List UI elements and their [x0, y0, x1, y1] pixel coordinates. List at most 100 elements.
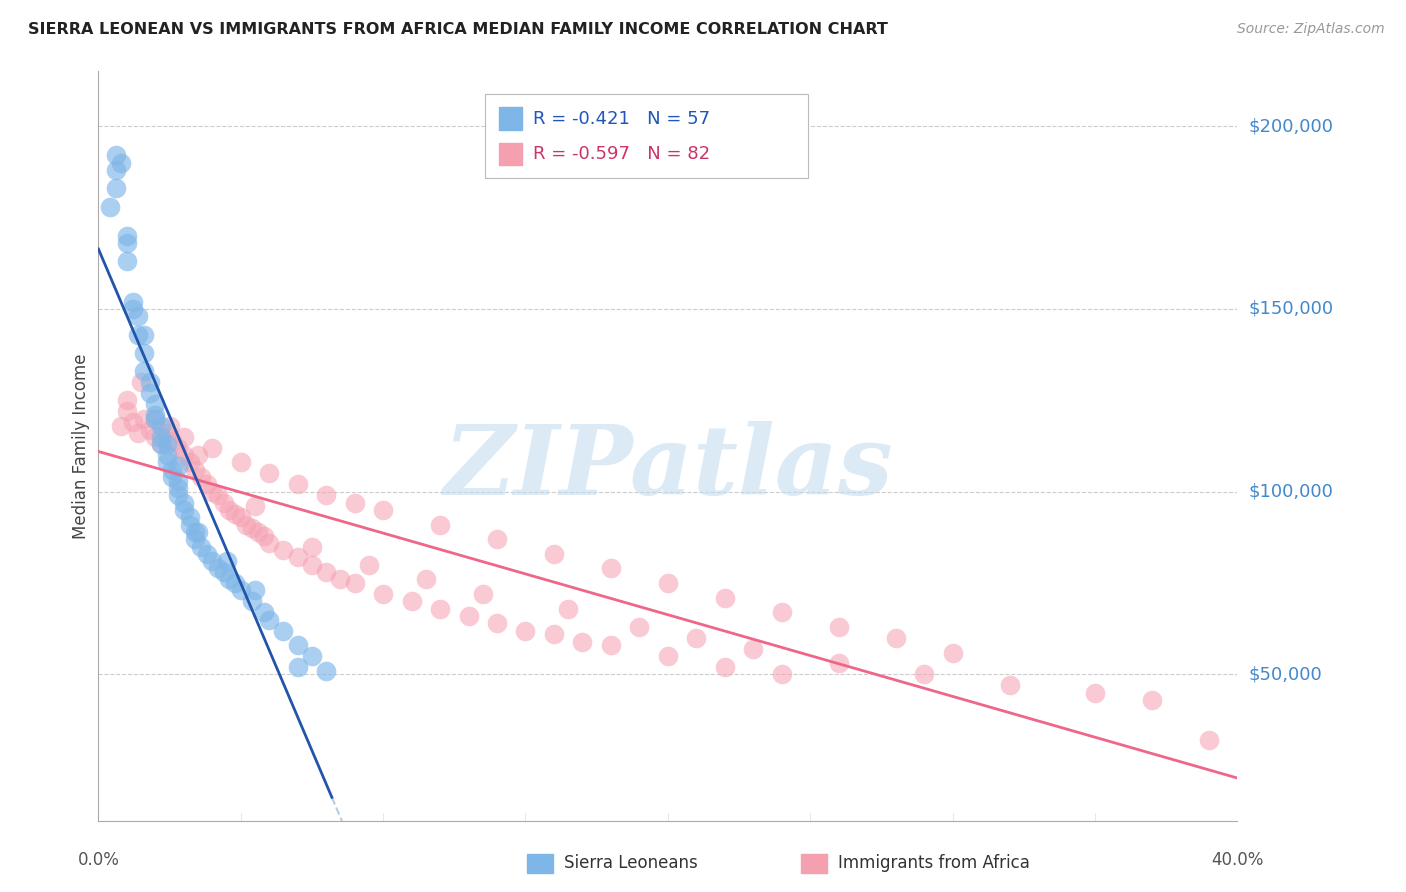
Point [167, 481, 190, 495]
Point [301, 649, 323, 664]
Point [167, 441, 190, 455]
Point [162, 463, 184, 477]
Point [167, 488, 190, 502]
Point [104, 148, 127, 162]
Point [173, 496, 195, 510]
Point [243, 583, 266, 598]
Point [471, 587, 494, 601]
Point [173, 430, 195, 444]
Point [373, 587, 395, 601]
Point [273, 624, 295, 638]
Point [714, 591, 737, 605]
Text: R = -0.597   N = 82: R = -0.597 N = 82 [533, 145, 710, 163]
Point [132, 364, 155, 378]
Point [357, 558, 380, 572]
Point [343, 496, 366, 510]
Point [145, 397, 167, 411]
Text: SIERRA LEONEAN VS IMMIGRANTS FROM AFRICA MEDIAN FAMILY INCOME CORRELATION CHART: SIERRA LEONEAN VS IMMIGRANTS FROM AFRICA… [28, 22, 889, 37]
Point [246, 524, 269, 539]
Point [1084, 686, 1107, 700]
Point [714, 660, 737, 674]
Point [1140, 693, 1163, 707]
Point [115, 236, 138, 251]
Point [884, 631, 907, 645]
Point [373, 503, 395, 517]
Point [315, 565, 337, 579]
Point [429, 601, 451, 615]
Point [201, 554, 224, 568]
Point [287, 550, 309, 565]
Point [543, 627, 565, 641]
Point [110, 418, 132, 433]
Point [156, 448, 179, 462]
Point [600, 638, 623, 652]
Point [457, 609, 479, 624]
Point [150, 430, 173, 444]
Point [215, 554, 238, 568]
Text: R = -0.421   N = 57: R = -0.421 N = 57 [533, 110, 710, 128]
Point [179, 510, 201, 524]
Point [259, 536, 281, 550]
Point [184, 463, 207, 477]
Point [212, 496, 235, 510]
Point [657, 649, 679, 664]
Point [287, 660, 309, 674]
Point [218, 503, 240, 517]
Point [184, 532, 207, 546]
Point [127, 327, 149, 342]
Point [486, 532, 509, 546]
Point [429, 517, 451, 532]
Point [259, 467, 281, 481]
Point [301, 540, 323, 554]
Point [243, 500, 266, 514]
Point [145, 430, 167, 444]
Point [115, 404, 138, 418]
Point [229, 455, 252, 469]
Point [150, 437, 173, 451]
Point [742, 641, 765, 656]
Point [942, 646, 965, 660]
Point [273, 543, 295, 558]
Point [828, 620, 851, 634]
Point [201, 484, 224, 499]
Point [167, 459, 190, 474]
Point [179, 517, 201, 532]
Point [132, 346, 155, 360]
Point [212, 565, 235, 579]
Point [1198, 733, 1220, 747]
Point [229, 510, 252, 524]
Point [156, 437, 179, 451]
Point [415, 573, 437, 587]
Text: $150,000: $150,000 [1249, 300, 1333, 318]
Text: 40.0%: 40.0% [1211, 851, 1264, 869]
Point [287, 477, 309, 491]
Point [173, 503, 195, 517]
Point [195, 477, 218, 491]
Point [240, 594, 263, 608]
Point [259, 613, 281, 627]
Point [127, 426, 149, 441]
Point [201, 441, 224, 455]
Point [104, 163, 127, 178]
Point [190, 470, 212, 484]
Point [145, 408, 167, 422]
Point [252, 605, 274, 619]
Point [486, 616, 509, 631]
Point [145, 411, 167, 425]
Point [156, 455, 179, 469]
Point [301, 558, 323, 572]
Point [127, 310, 149, 324]
Point [252, 528, 274, 542]
Text: $200,000: $200,000 [1249, 117, 1333, 136]
Point [115, 254, 138, 268]
Point [132, 411, 155, 425]
Text: $50,000: $50,000 [1249, 665, 1322, 683]
Point [104, 181, 127, 195]
Point [159, 418, 181, 433]
Point [121, 301, 143, 316]
Point [173, 448, 195, 462]
Point [912, 667, 935, 681]
Text: Immigrants from Africa: Immigrants from Africa [838, 855, 1029, 872]
Point [187, 448, 209, 462]
Point [657, 576, 679, 591]
